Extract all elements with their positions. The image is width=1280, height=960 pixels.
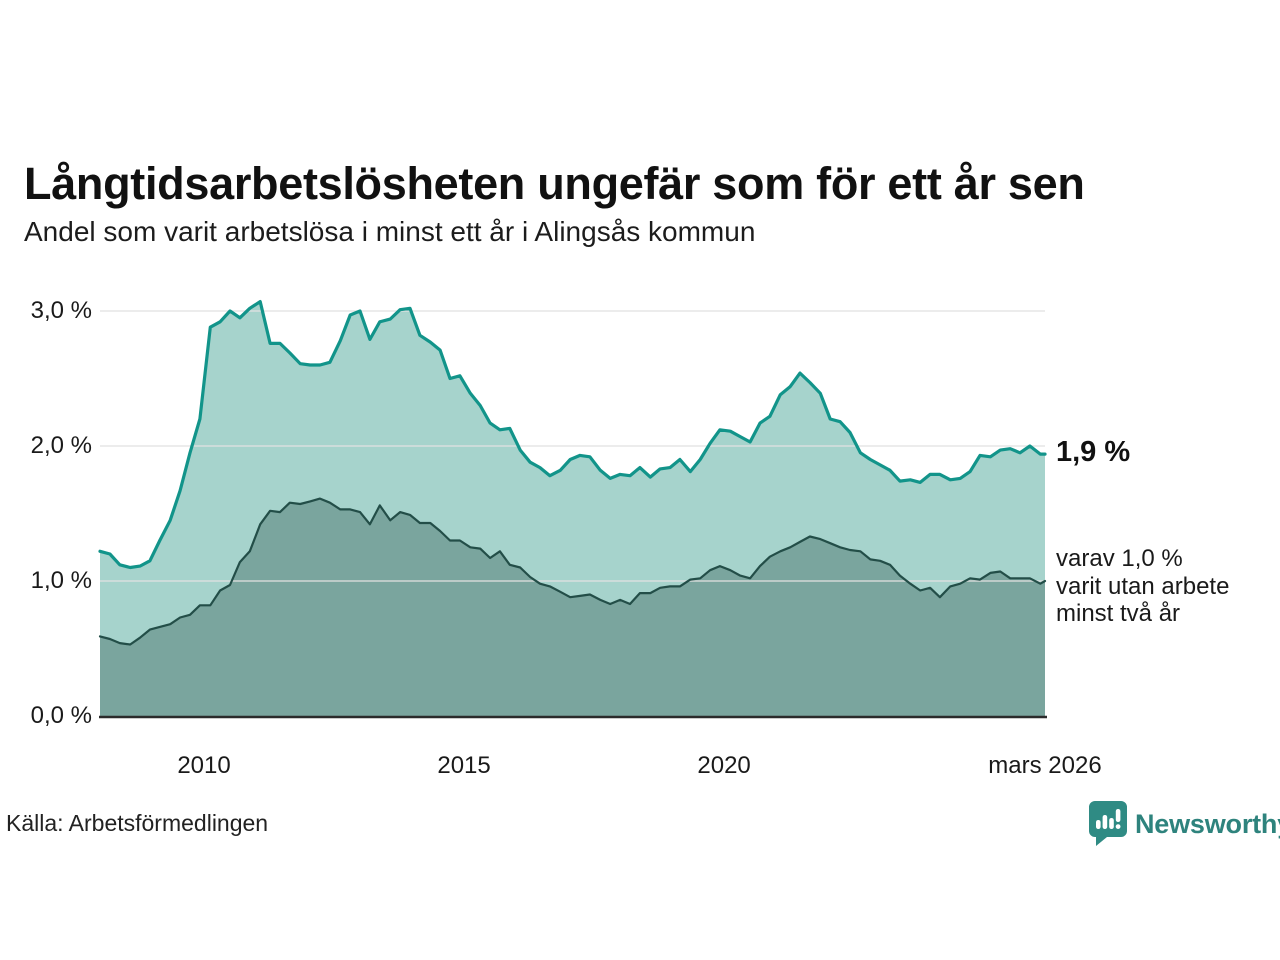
latest-value-label: 1,9 %	[1056, 436, 1131, 468]
source-note: Källa: Arbetsförmedlingen	[6, 810, 269, 836]
x-axis-label: 2010	[177, 752, 231, 779]
annotation-line: varit utan arbete	[1056, 572, 1230, 600]
annotation-line: minst två år	[1056, 600, 1181, 627]
series2-annotation: varav 1,0 % varit utan arbete minst två …	[1056, 545, 1229, 628]
y-axis-label: 3,0 %	[30, 297, 92, 324]
newsworthy-logo: Newsworthy	[1087, 800, 1280, 848]
x-axis-label: 2020	[697, 752, 751, 779]
x-axis-label: 2015	[437, 752, 491, 779]
y-axis-label: 2,0 %	[30, 432, 92, 459]
y-axis-label: 0,0 %	[30, 702, 92, 729]
chart-subtitle: Andel som varit arbetslösa i minst ett å…	[24, 216, 756, 247]
newsworthy-bubble-icon	[1089, 801, 1127, 846]
newsworthy-wordmark: Newsworthy	[1135, 808, 1280, 839]
y-axis-label: 1,0 %	[30, 567, 92, 594]
x-axis-label: mars 2026	[988, 752, 1102, 779]
chart-line-series-2	[98, 497, 1047, 646]
chart-area-series-1	[100, 301, 1045, 716]
annotation-line: varav 1,0 %	[1056, 545, 1183, 572]
chart-line-series-1	[98, 300, 1047, 570]
chart-title: Långtidsarbetslösheten ungefär som för e…	[24, 158, 1085, 210]
chart-area-series-2	[100, 498, 1045, 716]
